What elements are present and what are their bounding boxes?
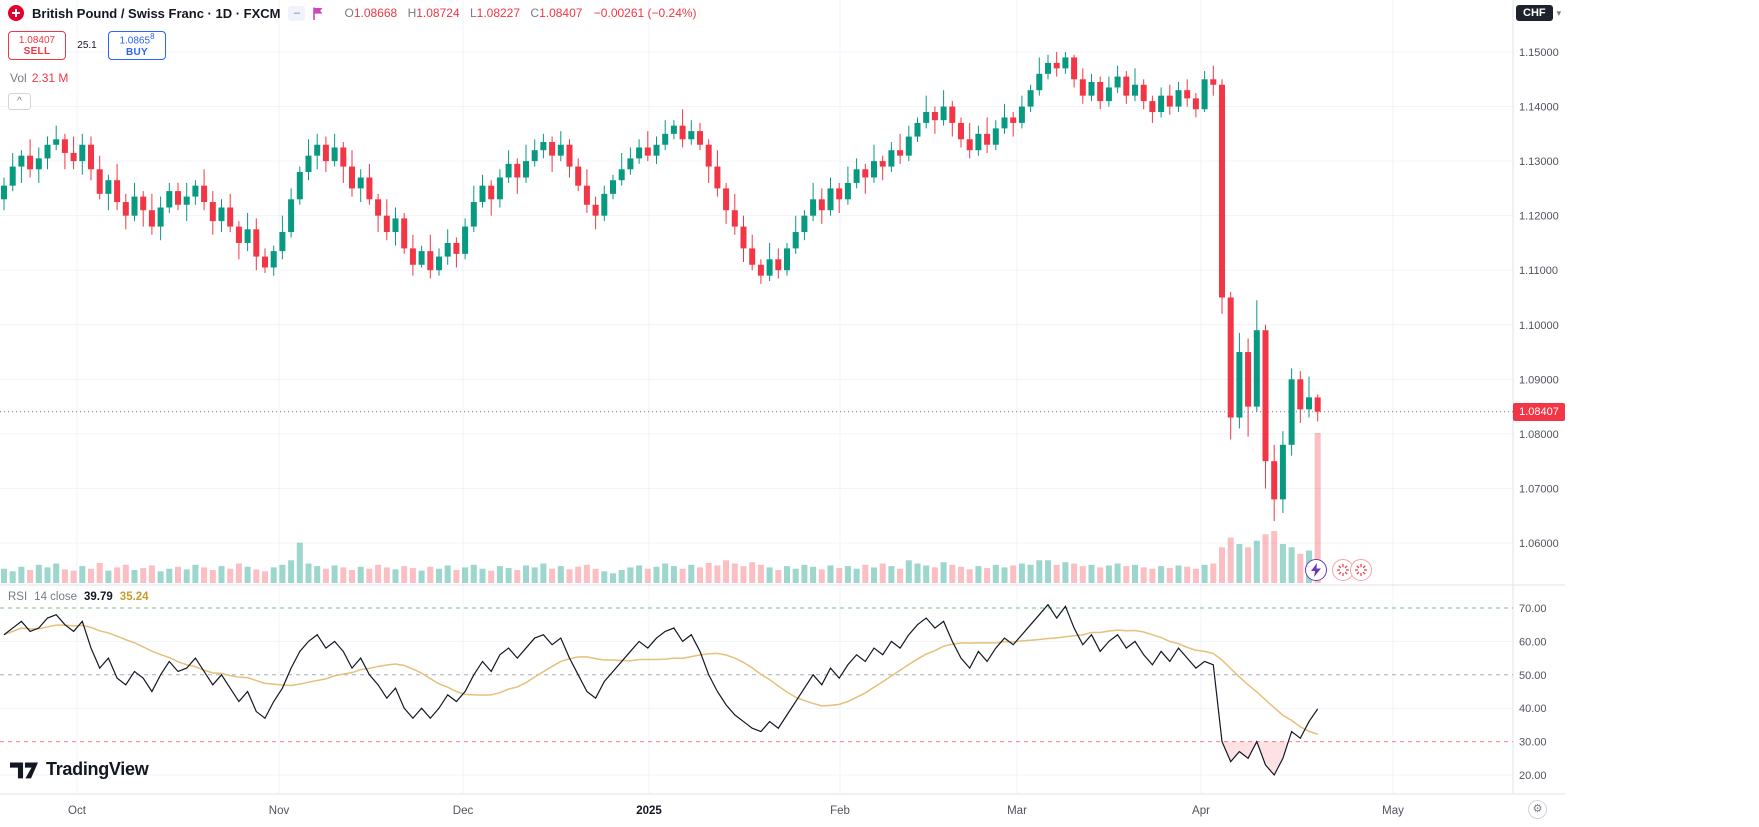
axis-currency-control: CHF ▾ bbox=[1516, 5, 1561, 21]
chevron-down-icon[interactable]: ▾ bbox=[1556, 7, 1562, 18]
low-label: L bbox=[469, 6, 477, 20]
sell-price: 1.08407 bbox=[18, 34, 56, 46]
rsi-value: 39.79 bbox=[84, 591, 113, 603]
rsi-threshold-fills bbox=[1045, 604, 1289, 775]
volume-series bbox=[1, 433, 1321, 583]
close-label: C bbox=[530, 6, 540, 20]
svg-text:40.00: 40.00 bbox=[1519, 703, 1547, 715]
price-axis-labels: 1.15000 1.14000 1.13000 1.12000 1.11000 1.100… bbox=[1519, 47, 1559, 782]
svg-text:50.00: 50.00 bbox=[1519, 670, 1547, 682]
rsi-legend[interactable]: RSI 14 close 39.79 35.24 bbox=[8, 591, 149, 603]
svg-text:1.08000: 1.08000 bbox=[1519, 429, 1559, 441]
svg-text:Feb: Feb bbox=[830, 805, 850, 817]
svg-text:Dec: Dec bbox=[453, 805, 474, 817]
quick-trade-lightning-icon[interactable] bbox=[1305, 559, 1327, 581]
tradingview-logo-text: TradingView bbox=[46, 759, 149, 779]
volume-legend: Vol 2.31 M bbox=[10, 71, 68, 85]
open-value: 1.08668 bbox=[353, 6, 398, 20]
sell-button[interactable]: 1.08407 SELL bbox=[8, 31, 66, 60]
low-value: 1.08227 bbox=[476, 6, 521, 20]
svg-text:Oct: Oct bbox=[68, 805, 87, 817]
svg-text:1.14000: 1.14000 bbox=[1519, 102, 1559, 114]
high-value: 1.08724 bbox=[416, 6, 460, 20]
event-burst-icon[interactable] bbox=[1332, 559, 1354, 581]
tradingview-logo[interactable]: TradingView bbox=[10, 759, 149, 780]
svg-text:60.00: 60.00 bbox=[1519, 636, 1547, 648]
buy-price: 1.08658 bbox=[119, 32, 155, 47]
rsi-title: RSI bbox=[8, 591, 28, 603]
currency-badge[interactable]: CHF bbox=[1516, 5, 1553, 21]
rsi-series bbox=[3, 603, 1319, 777]
tradingview-logo-icon bbox=[10, 762, 38, 778]
candlestick-series bbox=[1, 52, 1321, 522]
trade-panel: 1.08407 SELL 25.1 1.08658 BUY bbox=[8, 31, 166, 60]
svg-text:70.00: 70.00 bbox=[1519, 603, 1547, 615]
sell-label: SELL bbox=[23, 45, 51, 57]
volume-label: Vol bbox=[10, 71, 27, 85]
spread-value: 25.1 bbox=[77, 40, 97, 51]
svg-text:30.00: 30.00 bbox=[1519, 737, 1547, 749]
svg-text:1.12000: 1.12000 bbox=[1519, 211, 1559, 223]
symbol-legend: British Pound / Swiss Franc · 1D · FXCM … bbox=[8, 5, 697, 21]
pane-separators bbox=[0, 0, 1565, 795]
change-value: −0.00261 (−0.24%) bbox=[593, 6, 697, 20]
ohlc-readout: O1.08668 H1.08724 L1.08227 C1.08407 −0.0… bbox=[337, 6, 696, 20]
last-price-badge: 1.08407 bbox=[1513, 402, 1565, 421]
close-value: 1.08407 bbox=[539, 6, 583, 20]
svg-text:1.09000: 1.09000 bbox=[1519, 374, 1559, 386]
svg-text:1.06000: 1.06000 bbox=[1519, 538, 1559, 550]
svg-text:1.15000: 1.15000 bbox=[1519, 47, 1559, 59]
legend-collapse-button[interactable]: ^ bbox=[8, 93, 31, 110]
svg-text:May: May bbox=[1382, 805, 1404, 817]
high-label: H bbox=[407, 6, 417, 20]
svg-text:1.11000: 1.11000 bbox=[1519, 265, 1558, 277]
svg-text:1.10000: 1.10000 bbox=[1519, 320, 1559, 332]
svg-text:1.13000: 1.13000 bbox=[1519, 156, 1559, 168]
open-label: O bbox=[344, 6, 354, 20]
rsi-params: 14 close bbox=[34, 591, 78, 603]
rsi-ma-value: 35.24 bbox=[119, 591, 149, 603]
svg-text:Nov: Nov bbox=[269, 805, 290, 817]
buy-button[interactable]: 1.08658 BUY bbox=[108, 31, 166, 60]
symbol-title[interactable]: British Pound / Swiss Franc · 1D · FXCM bbox=[32, 5, 281, 21]
volume-value: 2.31 M bbox=[31, 71, 69, 85]
svg-text:2025: 2025 bbox=[636, 805, 662, 817]
svg-text:Apr: Apr bbox=[1192, 805, 1210, 817]
axis-settings-gear-icon[interactable]: ⚙ bbox=[1528, 800, 1547, 819]
flag-symbol-icon[interactable] bbox=[311, 6, 325, 21]
time-axis-labels: Oct Nov Dec 2025 Feb Mar Apr May bbox=[68, 805, 1404, 817]
svg-text:1.07000: 1.07000 bbox=[1519, 483, 1559, 495]
buy-label: BUY bbox=[125, 46, 148, 58]
svg-text:20.00: 20.00 bbox=[1519, 770, 1547, 782]
grid-layer bbox=[0, 0, 1513, 794]
svg-text:Mar: Mar bbox=[1007, 805, 1027, 817]
event-burst-icon[interactable] bbox=[1350, 559, 1372, 581]
legend-minimize-icon[interactable]: – bbox=[288, 5, 306, 21]
symbol-logo-icon bbox=[8, 5, 24, 21]
